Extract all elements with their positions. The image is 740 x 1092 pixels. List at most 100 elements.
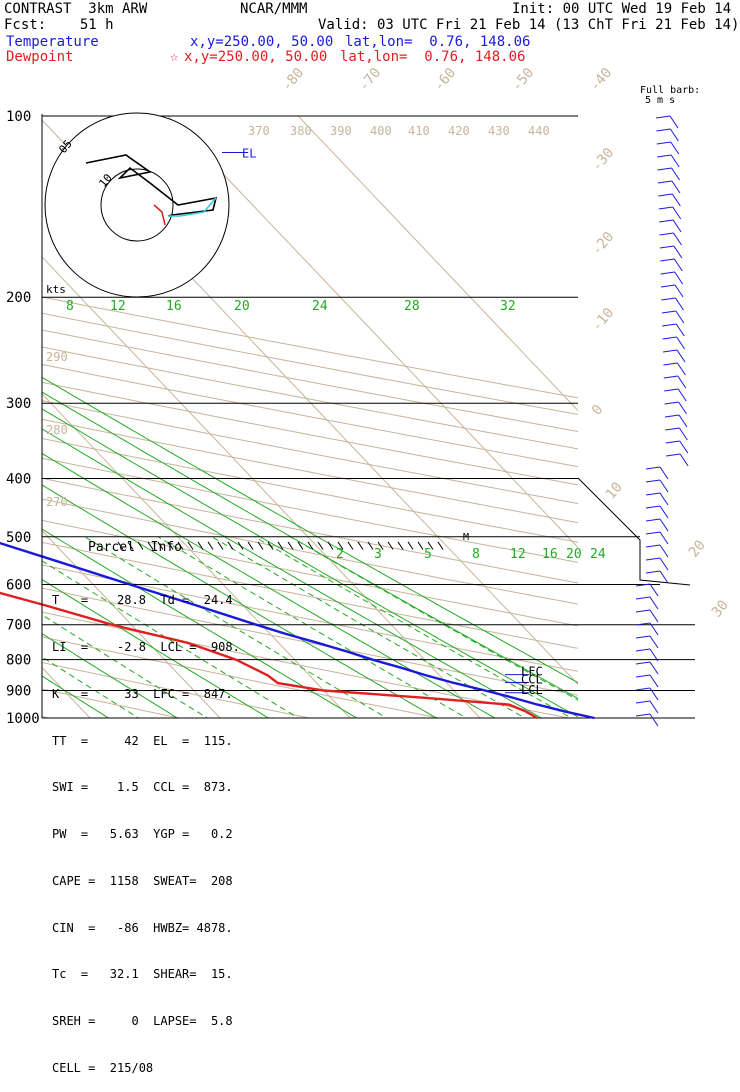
wind-barb [645, 492, 661, 496]
hatch-mark [187, 541, 194, 550]
wind-barb-flag [659, 557, 669, 571]
hatch-mark [167, 541, 174, 550]
wind-barb [635, 583, 651, 587]
parcel-row: CELL = 215/08 [52, 1061, 154, 1075]
wind-barb-flag [649, 648, 659, 662]
dewpoint-star-icon: ☆ [170, 49, 179, 65]
mixing-ratio-line [42, 408, 578, 718]
theta-label: 370 [248, 124, 270, 138]
theta-line [42, 346, 578, 450]
parcel-row: SREH = 0 LAPSE= 5.8 [52, 1014, 233, 1029]
dewpoint-profile [0, 591, 538, 720]
wind-barb [635, 648, 651, 652]
wind-barb [659, 219, 674, 223]
wind-barb [663, 375, 678, 379]
isotherm-line [167, 115, 578, 549]
wind-barb [665, 427, 680, 431]
wind-barb-flag [649, 713, 659, 727]
mixing-ratio-label: 24 [590, 547, 606, 562]
hatch-mark [237, 541, 244, 550]
wind-barb [665, 440, 680, 444]
wind-barb [657, 180, 673, 184]
mixing-ratio-label: 12 [110, 299, 126, 314]
theta-line [42, 564, 578, 672]
theta-label: 390 [330, 124, 352, 138]
wind-barb-flag [678, 427, 688, 441]
pressure-label: 600 [6, 577, 31, 593]
isotherm-label: -70 [356, 65, 385, 95]
wind-barb [662, 349, 678, 353]
temperature-line [0, 541, 595, 720]
wind-barb-flag [649, 609, 659, 623]
hatch-mark [217, 541, 224, 550]
dewpoint-legend: Dewpoint [6, 49, 74, 65]
theta-labels: 370 380 390 400 410 420 430 440 290 280 270 [46, 124, 550, 509]
theta-line [42, 636, 442, 718]
wind-barb-flag [671, 167, 680, 181]
panel-outline [577, 477, 691, 586]
wind-barb [664, 414, 680, 418]
wind-barb [645, 518, 661, 522]
wind-barb-flag [659, 544, 669, 558]
wind-barb [635, 596, 651, 600]
hatch-mark [147, 541, 154, 550]
tropopause-hatch: M [117, 532, 469, 550]
hatch-mark [297, 541, 304, 550]
wind-barb-flag [670, 154, 680, 168]
hatch-mark [407, 541, 414, 550]
isotherm-line [42, 529, 221, 718]
hatch-mark [317, 541, 324, 550]
theta-label: 290 [46, 350, 68, 364]
hatch-mark [137, 541, 144, 550]
isotherm-line [42, 256, 481, 718]
wind-barb [662, 323, 677, 327]
hatch-mark [357, 541, 364, 550]
wind-barb-flag [659, 492, 669, 506]
wind-barb-flag [659, 570, 669, 584]
isotherm-label: 20 [686, 537, 709, 560]
theta-label: 440 [528, 124, 550, 138]
theta-line [42, 296, 578, 399]
parcel-info-table: T = 28.8 Td = 24.4 LI = -2.8 LCL = 908. … [52, 562, 240, 1092]
hatch-mark [337, 541, 344, 550]
wind-barb [661, 310, 676, 314]
mixing-ratio-label: 16 [542, 547, 558, 562]
mixing-ratio-dashed-line [84, 536, 388, 718]
wind-barb [656, 128, 671, 132]
wind-barb-flag [649, 700, 659, 714]
mixing-ratio-label: 2 [336, 547, 344, 562]
theta-line [42, 329, 578, 433]
wind-barb [645, 570, 661, 574]
isotherm-label: 30 [709, 597, 732, 620]
dewpoint-latlon: lat,lon= 0.76, 148.06 [340, 49, 526, 65]
parcel-row: T = 28.8 Td = 24.4 [52, 593, 233, 608]
hatch-mark [197, 541, 204, 550]
hatch-mark [367, 541, 374, 550]
level-marker-label: LFC [521, 665, 543, 679]
temperature-xy: x,y=250.00, 50.00 [190, 34, 334, 50]
wind-barb-flag [649, 622, 659, 636]
hatch-mark [247, 541, 254, 550]
wind-barb-flag [649, 661, 659, 675]
hatch-mark [287, 541, 294, 550]
parcel-row: CAPE = 1158 SWEAT= 208 [52, 873, 233, 888]
wind-barb [635, 635, 651, 639]
wind-barb [666, 453, 681, 457]
mixing-ratio-label: 32 [500, 299, 516, 314]
hatch-mark [377, 541, 384, 550]
hatch-mark [437, 541, 444, 550]
init-time: Init: 00 UTC Wed 19 Feb 14 [512, 1, 732, 17]
wind-barb [655, 115, 671, 119]
wind-barb [660, 271, 675, 275]
theta-label: 280 [46, 423, 68, 437]
mixing-ratio-line [42, 452, 496, 718]
theta-label: 400 [370, 124, 392, 138]
wind-barb [645, 505, 661, 509]
mixing-ratio-line [42, 376, 578, 684]
wind-barb-flag [669, 128, 679, 142]
dewpoint-xy: x,y=250.00, 50.00 [184, 49, 328, 65]
wind-barb-flag [674, 271, 684, 285]
mixing-ratio-label: 12 [510, 547, 526, 562]
